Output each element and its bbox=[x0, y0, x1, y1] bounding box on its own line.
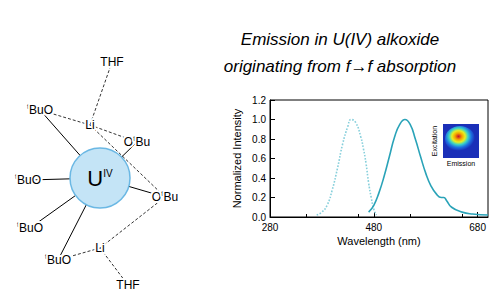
svg-text:Emission: Emission bbox=[447, 160, 476, 167]
svg-text:680: 680 bbox=[469, 222, 486, 233]
svg-text:tBuO: tBuO bbox=[17, 220, 43, 235]
svg-text:Normalized Intensity: Normalized Intensity bbox=[231, 108, 243, 208]
svg-text:0.4: 0.4 bbox=[252, 173, 266, 184]
svg-text:tBuO: tBuO bbox=[27, 102, 53, 117]
svg-text:Li: Li bbox=[85, 118, 94, 132]
svg-text:0.0: 0.0 bbox=[252, 211, 266, 223]
svg-text:tBuO: tBuO bbox=[15, 172, 41, 187]
svg-text:THF: THF bbox=[100, 55, 123, 69]
svg-text:UIV: UIV bbox=[87, 166, 113, 191]
svg-text:Wavelength (nm): Wavelength (nm) bbox=[337, 235, 420, 247]
svg-text:Excitation: Excitation bbox=[431, 126, 438, 156]
svg-text:originating from f→f absorptio: originating from f→f absorption bbox=[224, 57, 456, 76]
svg-text:OtBu: OtBu bbox=[152, 189, 178, 204]
svg-text:tBuO: tBuO bbox=[45, 252, 71, 267]
svg-text:480: 480 bbox=[365, 222, 382, 233]
svg-text:Li: Li bbox=[95, 241, 104, 255]
svg-text:Emission in U(IV) alkoxide: Emission in U(IV) alkoxide bbox=[241, 30, 439, 49]
svg-text:0.8: 0.8 bbox=[252, 134, 266, 145]
svg-text:0.2: 0.2 bbox=[252, 192, 266, 203]
svg-text:1.2: 1.2 bbox=[252, 95, 266, 106]
svg-text:280: 280 bbox=[262, 222, 279, 233]
svg-text:THF: THF bbox=[116, 278, 139, 292]
svg-text:1.0: 1.0 bbox=[252, 114, 266, 125]
svg-text:0.6: 0.6 bbox=[252, 153, 266, 164]
svg-text:OtBu: OtBu bbox=[124, 134, 150, 149]
